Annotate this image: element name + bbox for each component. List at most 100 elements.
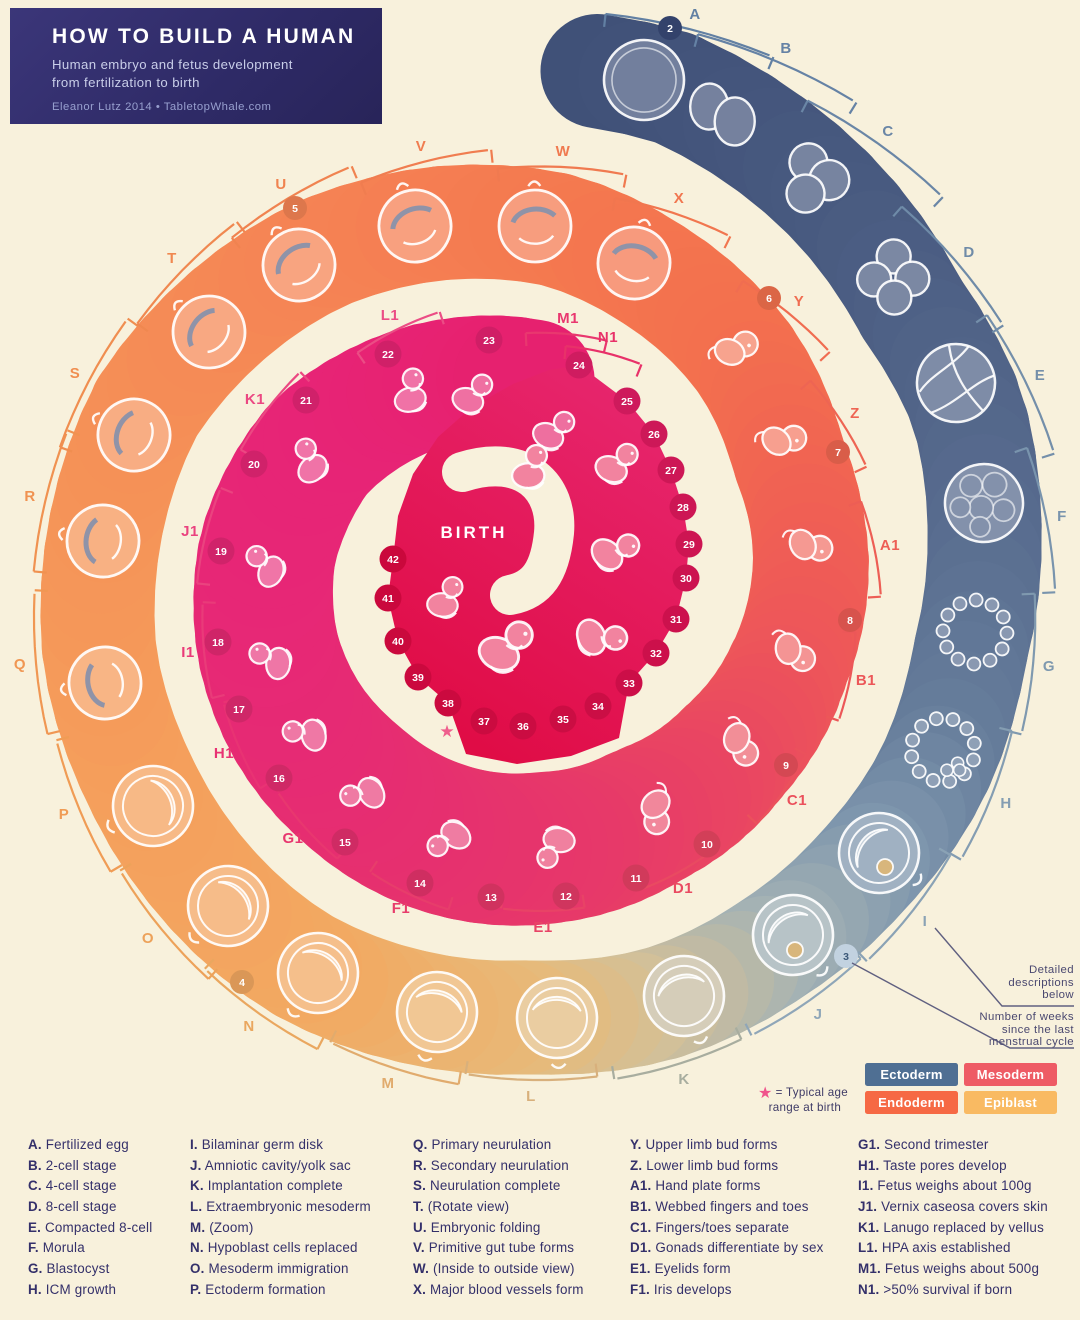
stage-illustration: [395, 970, 479, 1062]
stage-illustration: [451, 373, 494, 416]
stage-bracket-M: [329, 1030, 462, 1086]
week-badge-17: 17: [225, 695, 253, 723]
stage-illustration: [186, 864, 270, 948]
stage-bracket-V: [359, 149, 494, 196]
stage-bracket-K: [611, 1027, 743, 1080]
stage-label-A: A: [689, 6, 700, 23]
description-column-4: Y. Upper limb bud forms Z. Lower limb bud…: [630, 1135, 858, 1301]
stage-label-E: E: [1035, 367, 1046, 384]
stage-illustration: [943, 462, 1025, 544]
legend-item-mesoderm: Mesoderm: [964, 1063, 1057, 1086]
stage-description-E: E. Compacted 8-cell: [28, 1219, 153, 1235]
week-badge-36: 36: [509, 712, 537, 740]
stage-illustration: [785, 142, 851, 214]
stage-label-Y: Y: [794, 293, 805, 310]
week-badge-19: 19: [207, 537, 235, 565]
stage-label-M: M: [382, 1075, 395, 1092]
stage-label-J1: J1: [181, 523, 199, 540]
svg-text:28: 28: [677, 502, 689, 514]
stage-bracket-Q: [32, 589, 61, 736]
stage-label-M1: M1: [557, 310, 579, 327]
germ-layer-legend: Ectoderm Mesoderm Endoderm Epiblast: [865, 1063, 1065, 1119]
stage-illustration: [245, 544, 287, 588]
svg-text:16: 16: [273, 773, 285, 785]
stage-illustration: [171, 294, 247, 370]
svg-text:8: 8: [847, 615, 853, 627]
svg-text:18: 18: [212, 637, 224, 649]
stage-description-D1: D1. Gonads differentiate by sex: [630, 1240, 824, 1256]
stage-illustration: [106, 764, 195, 848]
stage-label-L1: L1: [381, 307, 400, 324]
svg-text:21: 21: [300, 395, 312, 407]
week-badge-21: 21: [292, 386, 320, 414]
author-credit: Eleanor Lutz 2014 • TabletopWhale.com: [52, 101, 272, 113]
stage-description-I1: I1. Fetus weighs about 100g: [858, 1178, 1032, 1194]
birth-star-icon: ★: [439, 722, 454, 741]
stage-bracket-S: [58, 317, 139, 453]
stage-description-P: P. Ectoderm formation: [190, 1281, 326, 1297]
stage-label-E1: E1: [533, 919, 552, 936]
stage-bracket-C1: [746, 747, 808, 825]
svg-text:23: 23: [483, 335, 495, 347]
week-badge-5: 5: [283, 196, 307, 220]
stage-description-J: J. Amniotic cavity/yolk sac: [190, 1157, 351, 1173]
week-badge-39: 39: [404, 663, 432, 691]
week-badge-28: 28: [669, 493, 697, 521]
stage-label-F: F: [1057, 508, 1067, 525]
stage-description-E1: E1. Eyelids form: [630, 1261, 731, 1277]
week-badge-35: 35: [549, 705, 577, 733]
stage-bracket-H: [949, 726, 1014, 861]
stage-illustration: [515, 976, 599, 1070]
stage-label-L: L: [526, 1088, 536, 1105]
stage-description-L: L. Extraembryonic mesoderm: [190, 1199, 371, 1215]
stage-illustration: [904, 711, 982, 789]
stage-description-C: C. 4-cell stage: [28, 1178, 117, 1194]
stage-bracket-N1: [563, 345, 643, 377]
week-badge-29: 29: [675, 530, 703, 558]
stage-label-N: N: [243, 1018, 254, 1035]
stage-illustration: [935, 592, 1015, 672]
week-badge-7: 7: [826, 440, 850, 464]
week-badge-22: 22: [374, 340, 402, 368]
week-badge-24: 24: [565, 351, 593, 379]
svg-text:6: 6: [766, 293, 772, 305]
stage-illustration: [248, 642, 293, 681]
stage-description-M: M. (Zoom): [190, 1219, 254, 1235]
svg-text:14: 14: [414, 878, 426, 890]
stage-description-J1: J1. Vernix caseosa covers skin: [858, 1199, 1048, 1215]
stage-description-B1: B1. Webbed fingers and toes: [630, 1199, 809, 1215]
week-badge-2: 2: [658, 16, 682, 40]
stage-label-A1: A1: [880, 537, 900, 554]
stage-bracket-L1: [356, 311, 445, 365]
stage-description-W: W. (Inside to outside view): [413, 1261, 575, 1277]
svg-text:11: 11: [630, 873, 641, 885]
stage-description-list: A. Fertilized egg B. 2-cell stage C. 4-cel…: [28, 1135, 1072, 1301]
stage-label-C1: C1: [787, 792, 807, 809]
week-badge-4: 4: [230, 970, 254, 994]
svg-text:12: 12: [560, 891, 572, 903]
stage-label-N1: N1: [598, 329, 618, 346]
week-badge-38: 38: [434, 689, 462, 717]
stage-description-X: X. Major blood vessels form: [413, 1281, 584, 1297]
stage-description-Y: Y. Upper limb bud forms: [630, 1137, 778, 1152]
callout-line-1: [851, 962, 1074, 1049]
stage-illustration: [640, 781, 671, 836]
stage-bracket-O: [119, 862, 219, 980]
stage-label-B: B: [780, 40, 791, 57]
stage-label-S: S: [70, 365, 81, 382]
week-badge-37: 37: [470, 707, 498, 735]
stage-bracket-P: [56, 735, 123, 873]
stage-label-V: V: [416, 138, 427, 155]
svg-text:37: 37: [478, 716, 490, 728]
stage-illustration: [393, 367, 428, 413]
svg-text:31: 31: [670, 614, 682, 626]
stage-bracket-A1: [848, 500, 882, 599]
stage-illustration: [689, 82, 756, 147]
week-badge-3: 3: [834, 944, 858, 968]
week-badge-16: 16: [265, 764, 293, 792]
stage-label-J: J: [814, 1006, 823, 1023]
svg-text:25: 25: [621, 396, 633, 408]
stage-description-G: G. Blastocyst: [28, 1261, 110, 1277]
stage-bracket-R: [32, 429, 80, 574]
